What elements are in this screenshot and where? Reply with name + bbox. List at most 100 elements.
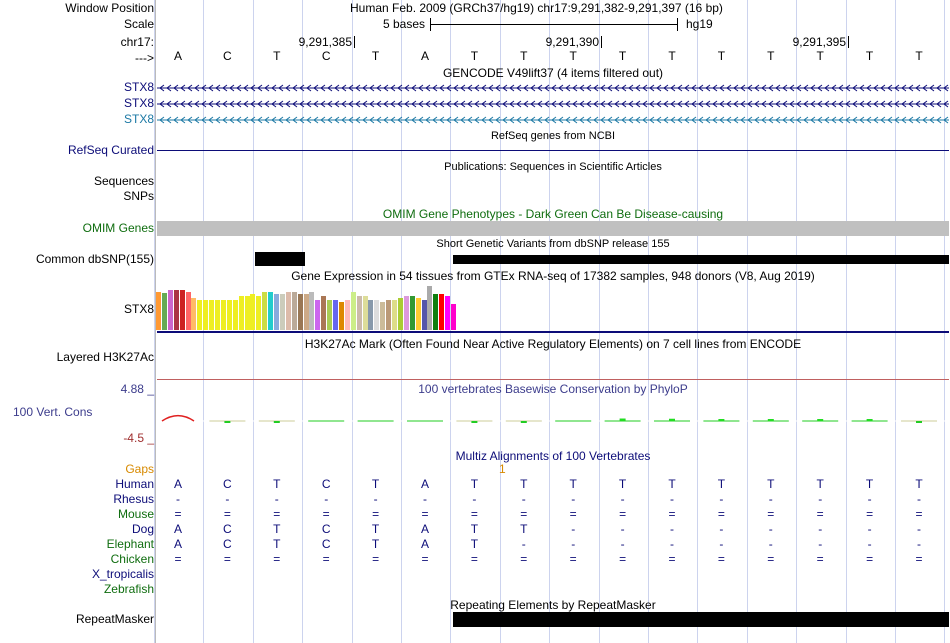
gtex-tissue-bar[interactable] bbox=[386, 300, 392, 330]
multiz-aligned-base: = bbox=[816, 507, 824, 521]
gtex-tissue-bar[interactable] bbox=[327, 300, 333, 330]
gtex-tissue-bar[interactable] bbox=[321, 296, 327, 330]
gtex-tissue-bar[interactable] bbox=[356, 296, 362, 330]
gtex-tissue-bar[interactable] bbox=[433, 294, 439, 330]
gtex-tissue-bar[interactable] bbox=[274, 294, 279, 330]
gtex-tissue-bar[interactable] bbox=[338, 302, 344, 330]
publications-snps-label[interactable]: SNPs bbox=[123, 189, 154, 203]
multiz-species-label[interactable]: X_tropicalis bbox=[91, 567, 154, 581]
gtex-tissue-bar[interactable] bbox=[445, 296, 451, 330]
gtex-tissue-bar[interactable] bbox=[262, 292, 268, 330]
gtex-tissue-bar[interactable] bbox=[315, 300, 321, 330]
multiz-species-label[interactable]: Zebrafish bbox=[103, 582, 154, 596]
multiz-aligned-base: - bbox=[768, 522, 773, 536]
phylop-score-bar[interactable] bbox=[866, 419, 873, 421]
gtex-tissue-bar[interactable] bbox=[156, 292, 161, 330]
phylop-score-bar[interactable] bbox=[718, 419, 725, 421]
publications-sequences-label[interactable]: Sequences bbox=[93, 174, 154, 188]
gtex-tissue-bar[interactable] bbox=[415, 298, 421, 330]
phylop-score-bar[interactable] bbox=[273, 421, 280, 423]
gencode-transcript-label[interactable]: STX8 bbox=[123, 96, 154, 110]
gtex-tissue-bar[interactable] bbox=[256, 296, 262, 330]
gtex-tissue-bar[interactable] bbox=[409, 296, 415, 330]
gtex-tissue-bar[interactable] bbox=[238, 296, 244, 330]
gtex-tissue-bar[interactable] bbox=[397, 298, 403, 330]
gtex-tissue-bar[interactable] bbox=[215, 300, 220, 330]
repeatmasker-track-label[interactable]: RepeatMasker bbox=[75, 612, 154, 626]
gtex-tissue-bar[interactable] bbox=[368, 300, 374, 330]
multiz-species-label[interactable]: Mouse bbox=[117, 507, 154, 521]
omim-phenotype-bar[interactable] bbox=[157, 221, 949, 236]
gtex-tissue-bar[interactable] bbox=[161, 293, 167, 330]
gtex-tissue-bar[interactable] bbox=[279, 294, 285, 330]
gtex-tissue-bar[interactable] bbox=[232, 300, 238, 330]
gtex-tissue-bar[interactable] bbox=[374, 300, 380, 330]
gtex-tissue-bar[interactable] bbox=[197, 300, 203, 330]
gtex-tissue-bar[interactable] bbox=[297, 294, 303, 330]
gtex-tissue-bar[interactable] bbox=[421, 300, 427, 330]
phylop-score-bar[interactable] bbox=[767, 419, 774, 421]
gtex-tissue-bar[interactable] bbox=[167, 290, 173, 330]
gtex-tissue-bar[interactable] bbox=[226, 300, 232, 330]
gtex-tissue-bar[interactable] bbox=[350, 292, 356, 330]
gencode-transcript-strand[interactable] bbox=[157, 83, 949, 93]
phylop-score-bar[interactable] bbox=[916, 421, 922, 423]
gtex-tissue-bar[interactable] bbox=[392, 300, 397, 330]
gencode-transcript-strand[interactable] bbox=[157, 99, 949, 109]
dbsnp-variant[interactable] bbox=[453, 255, 949, 264]
gtex-tissue-bar[interactable] bbox=[179, 290, 185, 330]
gtex-tissue-bar[interactable] bbox=[268, 292, 274, 330]
multiz-species-label[interactable]: Rhesus bbox=[113, 492, 154, 506]
gtex-tissue-bar[interactable] bbox=[285, 292, 291, 330]
gtex-tissue-bar[interactable] bbox=[362, 296, 368, 330]
gtex-gene-label[interactable]: STX8 bbox=[123, 302, 154, 316]
multiz-species-label[interactable]: Chicken bbox=[110, 552, 154, 566]
dbsnp-track-label[interactable]: Common dbSNP(155) bbox=[35, 252, 154, 266]
multiz-species-label[interactable]: Human bbox=[115, 477, 154, 491]
multiz-aligned-base: - bbox=[571, 522, 576, 536]
gtex-tissue-bar[interactable] bbox=[380, 302, 386, 330]
gencode-transcript-label[interactable]: STX8 bbox=[123, 80, 154, 94]
assembly-label: hg19 bbox=[686, 17, 713, 31]
gtex-tissue-bar[interactable] bbox=[173, 290, 179, 330]
gtex-tissue-bar[interactable] bbox=[303, 294, 309, 330]
phylop-score-bar[interactable] bbox=[471, 421, 478, 423]
dbsnp-variant[interactable] bbox=[255, 252, 305, 266]
strand-label: ---> bbox=[135, 51, 154, 65]
gtex-tissue-bar[interactable] bbox=[220, 300, 226, 330]
gtex-tissue-bar[interactable] bbox=[203, 300, 209, 330]
phylop-score-mark[interactable] bbox=[161, 414, 195, 422]
gtex-tissue-bar[interactable] bbox=[244, 296, 250, 330]
gtex-tissue-bar[interactable] bbox=[291, 292, 297, 330]
gtex-tissue-bar[interactable] bbox=[427, 286, 433, 330]
gtex-tissue-bar[interactable] bbox=[250, 294, 256, 330]
phylop-score-bar[interactable] bbox=[520, 421, 527, 423]
refseq-gene-line[interactable] bbox=[157, 150, 949, 151]
gtex-tissue-bar[interactable] bbox=[333, 300, 338, 330]
gtex-tissue-bar[interactable] bbox=[439, 294, 445, 330]
gtex-tissue-bar[interactable] bbox=[451, 304, 456, 330]
phylop-score-bar[interactable] bbox=[817, 419, 824, 421]
phylop-track-label[interactable]: 100 Vert. Cons bbox=[13, 405, 93, 419]
refseq-track-label[interactable]: RefSeq Curated bbox=[67, 143, 154, 157]
encode-track-label[interactable]: Layered H3K27Ac bbox=[56, 350, 154, 364]
multiz-aligned-base: C bbox=[223, 477, 232, 491]
gtex-tissue-bar[interactable] bbox=[209, 300, 215, 330]
multiz-species-label[interactable]: Elephant bbox=[106, 537, 154, 551]
gtex-tissue-bar[interactable] bbox=[309, 292, 315, 330]
phylop-score-bar[interactable] bbox=[669, 418, 675, 421]
phylop-conservation-plot[interactable] bbox=[157, 396, 949, 446]
gtex-tissue-bar[interactable] bbox=[185, 292, 191, 330]
gencode-transcript-label[interactable]: STX8 bbox=[123, 112, 154, 126]
phylop-score-bar[interactable] bbox=[224, 421, 231, 423]
gtex-tissue-bar[interactable] bbox=[344, 300, 350, 330]
gencode-transcript-strand[interactable] bbox=[157, 115, 949, 125]
multiz-species-label[interactable]: Dog bbox=[131, 522, 154, 536]
repeatmasker-element[interactable] bbox=[453, 612, 949, 627]
gtex-tissue-bar[interactable] bbox=[403, 296, 409, 330]
omim-track-label[interactable]: OMIM Genes bbox=[82, 221, 154, 235]
omim-track-title: OMIM Gene Phenotypes - Dark Green Can Be… bbox=[382, 207, 724, 221]
gtex-tissue-bar[interactable] bbox=[191, 298, 197, 330]
phylop-score-bar[interactable] bbox=[619, 418, 626, 421]
